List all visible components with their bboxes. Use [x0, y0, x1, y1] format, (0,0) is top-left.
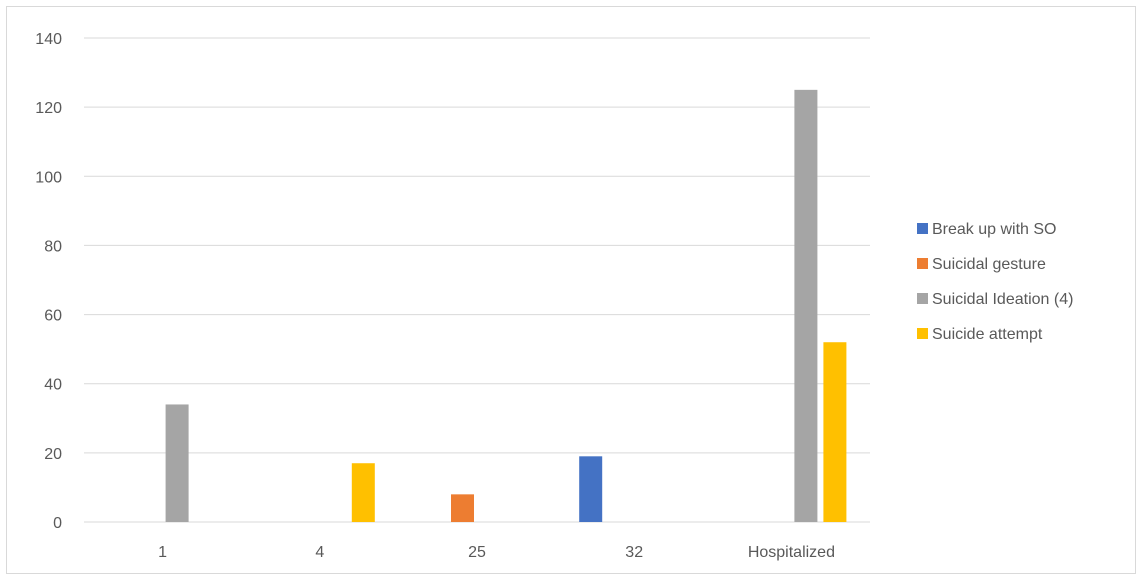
y-tick-label: 0	[53, 515, 62, 532]
chart-frame	[6, 6, 1136, 574]
legend-item: Suicide attempt	[917, 326, 1043, 343]
legend-item: Suicidal Ideation (4)	[917, 291, 1073, 308]
gridlines	[84, 37, 870, 523]
y-tick-label: 140	[35, 31, 62, 48]
x-tick-label: 32	[625, 544, 643, 561]
y-tick-label: 40	[44, 377, 62, 394]
x-tick-label: 1	[158, 544, 167, 561]
bar	[794, 89, 818, 522]
legend-label: Suicide attempt	[932, 326, 1043, 343]
x-tick-label: Hospitalized	[748, 544, 835, 561]
bar	[579, 456, 603, 522]
legend-label: Suicidal Ideation (4)	[932, 291, 1073, 308]
y-tick-label: 80	[44, 238, 62, 255]
legend: Break up with SO Suicidal gesture Suicidal…	[917, 221, 1073, 343]
bar	[351, 463, 375, 522]
y-axis-ticks: 0 20 40 60 80 100 120 140	[35, 31, 62, 532]
x-tick-label: 25	[468, 544, 486, 561]
bar	[451, 494, 474, 522]
y-tick-label: 100	[35, 169, 62, 186]
legend-item: Break up with SO	[917, 221, 1057, 238]
y-tick-label: 120	[35, 100, 62, 117]
legend-swatch	[917, 328, 928, 339]
legend-swatch	[917, 223, 928, 234]
x-tick-label: 4	[315, 544, 324, 561]
legend-swatch	[917, 258, 928, 269]
legend-label: Suicidal gesture	[932, 256, 1046, 273]
x-axis-ticks: 1 4 25 32 Hospitalized	[158, 544, 835, 561]
bar	[165, 404, 189, 522]
y-tick-label: 60	[44, 308, 62, 325]
legend-swatch	[917, 293, 928, 304]
bars	[165, 89, 847, 522]
bar	[823, 342, 847, 522]
y-tick-label: 20	[44, 446, 62, 463]
legend-item: Suicidal gesture	[917, 256, 1046, 273]
legend-label: Break up with SO	[932, 221, 1057, 238]
